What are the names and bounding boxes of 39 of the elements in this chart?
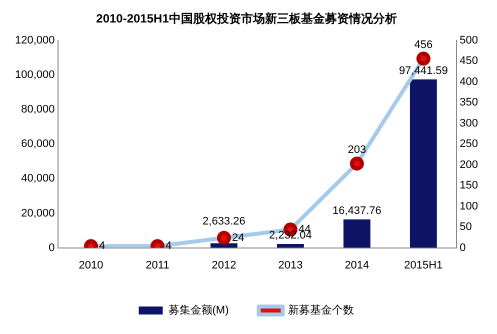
x-tick-label: 2015H1: [404, 259, 443, 272]
data-label: 4: [165, 240, 172, 252]
x-tick-label: 2010: [78, 259, 104, 272]
data-label: 16,437.76: [332, 204, 382, 217]
x-tick-label: 2014: [344, 259, 370, 272]
legend-label: 募集金额(M): [168, 304, 229, 317]
y2-tick-label: 300: [460, 117, 478, 130]
y-tick-label: 20,000: [21, 207, 55, 220]
y2-tick-label: 50: [460, 221, 472, 234]
data-label: 456: [414, 39, 433, 52]
y2-tick-label: 350: [460, 96, 478, 109]
data-label: 4: [99, 240, 106, 252]
y-tick-label: 60,000: [21, 138, 55, 150]
y-tick-label: 100,000: [14, 69, 55, 81]
data-label: 97,441.59: [398, 64, 448, 77]
bar: [343, 219, 370, 248]
y2-tick-label: 100: [460, 200, 478, 212]
x-tick-label: 2013: [278, 259, 303, 272]
x-tick-label: 2011: [146, 259, 170, 272]
y2-tick-label: 400: [460, 76, 478, 88]
legend-label: 新募基金个数: [288, 304, 354, 317]
y2-tick-label: 150: [460, 180, 478, 192]
y2-tick-label: 500: [460, 34, 478, 46]
y2-tick-label: 0: [460, 242, 466, 254]
bar: [410, 79, 437, 248]
y-tick-label: 80,000: [21, 104, 55, 116]
y-tick-label: 40,000: [21, 172, 55, 185]
y2-tick-label: 200: [460, 158, 478, 171]
y-tick-label: 120,000: [14, 34, 55, 46]
bar: [276, 244, 304, 248]
chart-title: 2010-2015H1中国股权投资市场新三板基金募资情况分析: [96, 12, 397, 26]
data-label: 2,633.26: [202, 215, 246, 228]
y-tick-label: 0: [48, 242, 55, 254]
data-label: 2,232.04: [269, 229, 312, 242]
data-label: 203: [348, 144, 366, 156]
y2-tick-label: 250: [460, 138, 478, 150]
data-label: 24: [232, 232, 244, 244]
x-tick-label: 2012: [212, 259, 236, 272]
y2-tick-label: 450: [460, 55, 478, 68]
